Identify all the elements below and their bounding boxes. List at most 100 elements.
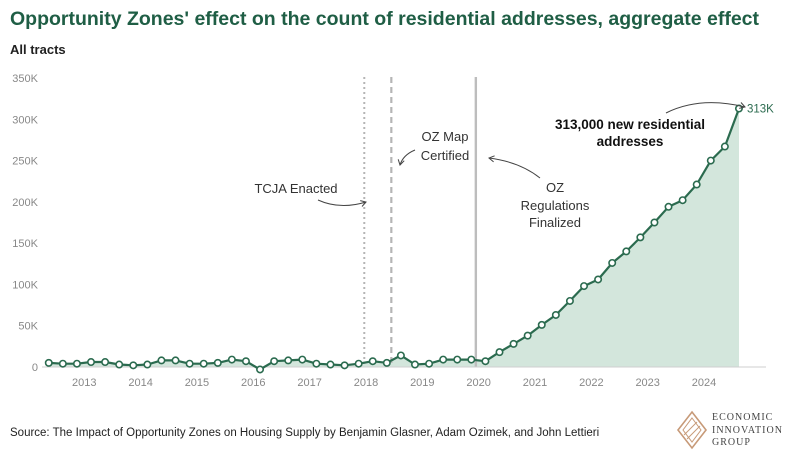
- data-point: [594, 275, 603, 284]
- data-point: [185, 359, 194, 368]
- eig-logo: ECONOMIC INNOVATION GROUP: [676, 410, 796, 454]
- data-point: [425, 359, 434, 368]
- x-tick-label: 2013: [72, 377, 96, 389]
- arrow-tcja-head: [360, 200, 367, 207]
- data-point: [326, 360, 335, 369]
- data-point: [410, 360, 419, 369]
- annotation-oz-regulations-line2: Regulations: [521, 198, 590, 213]
- data-point: [241, 357, 250, 366]
- arrow-tcja: [317, 199, 367, 206]
- chart-title: Opportunity Zones' effect on the count o…: [10, 8, 760, 30]
- data-point: [227, 355, 236, 364]
- data-point: [678, 196, 687, 205]
- annotation-oz-regulations-line1: OZ: [546, 180, 564, 195]
- data-point: [636, 233, 645, 242]
- arrow-total-head: [739, 102, 746, 109]
- data-point: [537, 320, 546, 329]
- annotation-oz-map-line2: Certified: [421, 148, 469, 163]
- data-point: [368, 357, 377, 366]
- arrow-oz-map-head: [397, 159, 405, 166]
- x-tick-label: 2021: [523, 377, 547, 389]
- y-tick-label: 100K: [12, 279, 38, 291]
- data-point: [171, 356, 180, 365]
- chart-subtitle: All tracts: [10, 42, 66, 57]
- data-point: [44, 358, 53, 367]
- arrow-total: [665, 102, 746, 114]
- data-point: [664, 202, 673, 211]
- y-tick-label: 200K: [12, 197, 38, 209]
- effect-area: [48, 108, 740, 370]
- annotation-total-line1: 313,000 new residential: [555, 117, 705, 132]
- end-value-label: 313K: [747, 104, 774, 116]
- x-tick-label: 2017: [297, 377, 321, 389]
- x-tick-label: 2015: [185, 377, 209, 389]
- x-tick-label: 2019: [410, 377, 434, 389]
- x-tick-label: 2018: [354, 377, 378, 389]
- data-point: [115, 360, 124, 369]
- data-point: [58, 359, 67, 368]
- data-point: [72, 359, 81, 368]
- annotation-arrows: [317, 102, 746, 207]
- logo-line-3: GROUP: [712, 437, 751, 448]
- data-point: [382, 358, 391, 367]
- data-point: [340, 361, 349, 370]
- data-point: [692, 180, 701, 189]
- x-tick-label: 2022: [579, 377, 603, 389]
- data-point: [129, 361, 138, 370]
- data-point: [580, 282, 589, 291]
- data-point: [143, 360, 152, 369]
- logo-line-1: ECONOMIC: [712, 412, 774, 423]
- data-point: [509, 339, 518, 348]
- data-point: [523, 331, 532, 340]
- eig-diamond-icon: [676, 410, 708, 450]
- y-tick-label: 150K: [12, 238, 38, 250]
- arrow-oz-regulations-head: [488, 155, 495, 163]
- data-point: [565, 296, 574, 305]
- data-point: [453, 355, 462, 364]
- data-point: [157, 356, 166, 365]
- data-markers: [44, 104, 743, 374]
- data-point: [608, 258, 617, 267]
- x-tick-label: 2016: [241, 377, 265, 389]
- data-point: [101, 358, 110, 367]
- x-tick-label: 2020: [466, 377, 490, 389]
- data-point: [439, 355, 448, 364]
- data-point: [706, 156, 715, 165]
- annotation-oz-regulations-line3: Finalized: [529, 215, 581, 230]
- data-point: [284, 356, 293, 365]
- data-point: [396, 351, 405, 360]
- annotation-tcja: TCJA Enacted: [254, 181, 337, 196]
- data-point: [551, 310, 560, 319]
- x-tick-label: 2023: [635, 377, 659, 389]
- y-tick-label: 300K: [12, 114, 38, 126]
- data-point: [467, 355, 476, 364]
- x-tick-label: 2024: [692, 377, 716, 389]
- y-tick-label: 250K: [12, 156, 38, 168]
- y-tick-label: 350K: [12, 73, 38, 85]
- source-note: Source: The Impact of Opportunity Zones …: [10, 427, 600, 439]
- event-lines: [363, 77, 478, 367]
- annotation-total-line2: addresses: [597, 134, 664, 149]
- data-point: [270, 357, 279, 366]
- annotation-oz-map-line1: OZ Map: [422, 129, 469, 144]
- x-tick-label: 2014: [128, 377, 152, 389]
- data-point: [312, 359, 321, 368]
- arrow-oz-regulations: [488, 157, 541, 179]
- logo-line-2: INNOVATION: [712, 424, 783, 436]
- y-tick-label: 0: [32, 362, 38, 374]
- data-point: [256, 365, 265, 374]
- data-point: [298, 355, 307, 364]
- data-point: [622, 247, 631, 256]
- data-point: [213, 358, 222, 367]
- y-tick-label: 50K: [18, 321, 38, 333]
- y-axis: 0 50K 100K 150K 200K 250K 300K 350K: [12, 73, 38, 374]
- x-axis: 2013 2014 2015 2016 2017 2018 2019 2020 2021 2022…: [72, 377, 716, 389]
- data-point: [199, 359, 208, 368]
- data-point: [650, 218, 659, 227]
- arrow-oz-map: [399, 149, 416, 166]
- data-point: [87, 358, 96, 367]
- data-point: [720, 142, 729, 151]
- data-point: [481, 357, 490, 366]
- data-point: [495, 348, 504, 357]
